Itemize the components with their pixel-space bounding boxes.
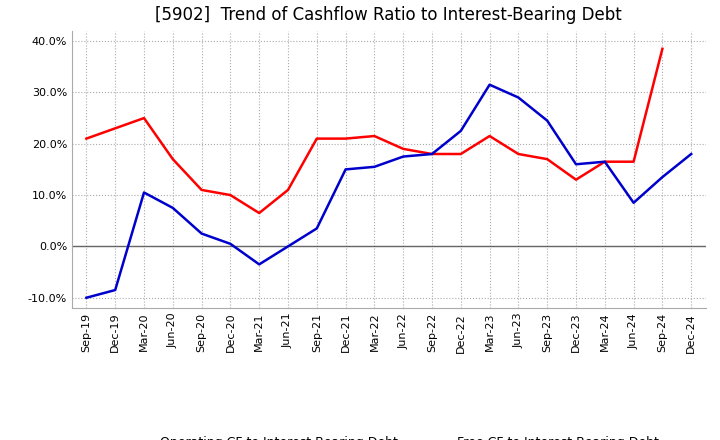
Operating CF to Interest-Bearing Debt (111, 126, 120, 131)
Operating CF to Interest-Bearing Debt (485, 133, 494, 139)
Operating CF to Interest-Bearing Debt (456, 151, 465, 157)
Free CF to Interest-Bearing Debt (111, 287, 120, 293)
Free CF to Interest-Bearing Debt (399, 154, 408, 159)
Operating CF to Interest-Bearing Debt (428, 151, 436, 157)
Operating CF to Interest-Bearing Debt (168, 157, 177, 162)
Line: Free CF to Interest-Bearing Debt: Free CF to Interest-Bearing Debt (86, 84, 691, 298)
Free CF to Interest-Bearing Debt (658, 174, 667, 180)
Line: Operating CF to Interest-Bearing Debt: Operating CF to Interest-Bearing Debt (86, 49, 662, 213)
Free CF to Interest-Bearing Debt (341, 167, 350, 172)
Free CF to Interest-Bearing Debt (255, 262, 264, 267)
Free CF to Interest-Bearing Debt (197, 231, 206, 236)
Free CF to Interest-Bearing Debt (687, 151, 696, 157)
Operating CF to Interest-Bearing Debt (370, 133, 379, 139)
Operating CF to Interest-Bearing Debt (255, 210, 264, 216)
Free CF to Interest-Bearing Debt (168, 205, 177, 210)
Free CF to Interest-Bearing Debt (514, 95, 523, 100)
Operating CF to Interest-Bearing Debt (600, 159, 609, 164)
Free CF to Interest-Bearing Debt (428, 151, 436, 157)
Operating CF to Interest-Bearing Debt (629, 159, 638, 164)
Operating CF to Interest-Bearing Debt (284, 187, 292, 193)
Free CF to Interest-Bearing Debt (284, 244, 292, 249)
Free CF to Interest-Bearing Debt (456, 128, 465, 134)
Operating CF to Interest-Bearing Debt (197, 187, 206, 193)
Operating CF to Interest-Bearing Debt (82, 136, 91, 141)
Free CF to Interest-Bearing Debt (370, 164, 379, 169)
Free CF to Interest-Bearing Debt (600, 159, 609, 164)
Free CF to Interest-Bearing Debt (543, 118, 552, 123)
Free CF to Interest-Bearing Debt (485, 82, 494, 87)
Operating CF to Interest-Bearing Debt (312, 136, 321, 141)
Operating CF to Interest-Bearing Debt (226, 192, 235, 198)
Free CF to Interest-Bearing Debt (572, 161, 580, 167)
Free CF to Interest-Bearing Debt (312, 226, 321, 231)
Operating CF to Interest-Bearing Debt (543, 157, 552, 162)
Operating CF to Interest-Bearing Debt (399, 146, 408, 151)
Operating CF to Interest-Bearing Debt (572, 177, 580, 182)
Operating CF to Interest-Bearing Debt (658, 46, 667, 51)
Free CF to Interest-Bearing Debt (140, 190, 148, 195)
Free CF to Interest-Bearing Debt (629, 200, 638, 205)
Operating CF to Interest-Bearing Debt (140, 115, 148, 121)
Free CF to Interest-Bearing Debt (226, 241, 235, 246)
Operating CF to Interest-Bearing Debt (514, 151, 523, 157)
Title: [5902]  Trend of Cashflow Ratio to Interest-Bearing Debt: [5902] Trend of Cashflow Ratio to Intere… (156, 6, 622, 24)
Free CF to Interest-Bearing Debt (82, 295, 91, 301)
Operating CF to Interest-Bearing Debt (341, 136, 350, 141)
Legend: Operating CF to Interest-Bearing Debt, Free CF to Interest-Bearing Debt: Operating CF to Interest-Bearing Debt, F… (113, 431, 665, 440)
